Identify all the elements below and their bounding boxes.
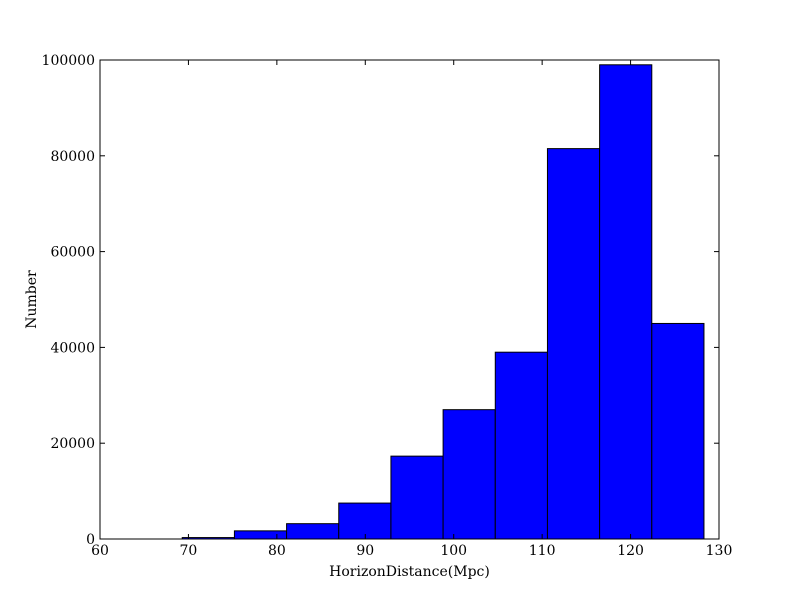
y-tick-label: 0 bbox=[86, 532, 95, 548]
y-tick-label: 20000 bbox=[50, 436, 95, 452]
plot-frame bbox=[99, 59, 720, 540]
histogram-bar bbox=[286, 523, 340, 540]
x-tick-label: 120 bbox=[617, 543, 644, 559]
x-tick-label: 60 bbox=[91, 543, 109, 559]
histogram-bar bbox=[442, 409, 496, 540]
x-tick-label: 70 bbox=[180, 543, 198, 559]
histogram-bar bbox=[599, 64, 653, 540]
bars-group bbox=[181, 64, 705, 540]
x-tick-label: 110 bbox=[529, 543, 556, 559]
histogram-bar bbox=[233, 530, 288, 540]
histogram-bar bbox=[390, 455, 444, 540]
histogram-bar bbox=[546, 148, 601, 540]
histogram-bar bbox=[651, 322, 705, 540]
x-axis-label: HorizonDistance(Mpc) bbox=[329, 564, 490, 580]
y-tick-label: 40000 bbox=[50, 340, 95, 356]
x-tick-label: 130 bbox=[706, 543, 733, 559]
x-tick-label: 80 bbox=[268, 543, 286, 559]
y-tick-label: 80000 bbox=[50, 149, 95, 165]
y-tick-label: 60000 bbox=[50, 245, 95, 261]
histogram-bar bbox=[338, 502, 392, 540]
histogram-bar bbox=[494, 351, 548, 540]
x-tick-label: 100 bbox=[440, 543, 467, 559]
y-axis-label: Number bbox=[24, 270, 40, 329]
y-tick-label: 100000 bbox=[42, 53, 95, 69]
x-tick-label: 90 bbox=[356, 543, 374, 559]
ticks-group: 60 70 80 90 100 110 120 130 0 20000 40000 60000 8000… bbox=[42, 53, 733, 559]
